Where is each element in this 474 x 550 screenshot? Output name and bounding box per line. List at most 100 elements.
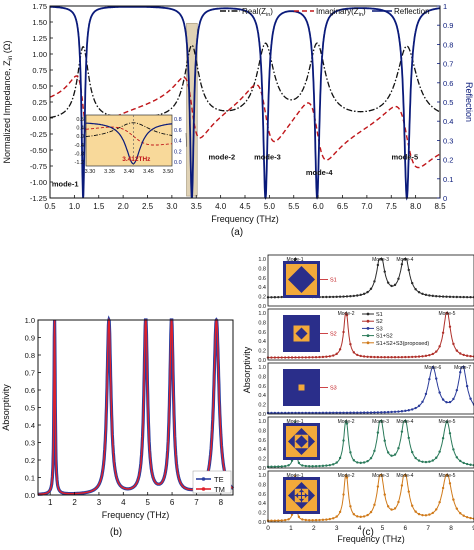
- x-tick-label: 5.5: [288, 202, 300, 211]
- panel-b: 1 2 3 4 5 6 7 8 0.0 0.1 0.2 0.3 0.4 0.5 0.6 0.7 0.8 0.9 1.…: [1, 315, 235, 538]
- series-marker: [448, 432, 452, 435]
- inset-x-tick-label: 3.40: [124, 169, 135, 175]
- inset-y-tick-label-right: 0.4: [174, 139, 182, 145]
- series-marker: [273, 296, 277, 299]
- series-marker: [325, 464, 328, 467]
- y-tick-label-right: 0: [443, 194, 447, 203]
- series-marker: [273, 411, 277, 415]
- series-marker: [304, 356, 307, 359]
- series-marker: [328, 463, 331, 467]
- series-marker: [441, 331, 445, 334]
- series-marker: [325, 295, 328, 299]
- x-tick-label-b: 2: [72, 498, 77, 507]
- mode-label-c: Mode-2: [338, 473, 355, 479]
- y-tick-label-left: -0.25: [30, 130, 47, 139]
- series-marker: [287, 411, 290, 415]
- series-marker: [332, 295, 335, 299]
- x-tick-label-b: 8: [219, 498, 224, 507]
- y-axis-label-c: Absorptivity: [242, 346, 252, 393]
- series-marker: [428, 353, 431, 357]
- series-marker: [308, 411, 311, 415]
- series-marker: [390, 508, 393, 511]
- series-marker: [352, 351, 356, 354]
- series-marker: [380, 473, 383, 477]
- series-marker: [277, 356, 280, 359]
- y-label-sub: in: [8, 56, 14, 61]
- series-marker: [438, 391, 441, 394]
- series-marker: [417, 291, 421, 294]
- series-marker: [359, 515, 362, 519]
- series-marker: [459, 371, 462, 374]
- series-marker: [362, 292, 366, 296]
- y-tick-label-right: 0.7: [443, 60, 453, 69]
- series-marker: [280, 356, 283, 359]
- series-marker: [414, 406, 417, 410]
- series-marker: [393, 410, 397, 413]
- legend-marker-c: [366, 319, 370, 323]
- series-marker: [352, 294, 356, 298]
- series-marker: [455, 507, 459, 510]
- x-tick-label-c: 8: [449, 525, 453, 532]
- series-marker: [376, 263, 380, 267]
- series-marker: [297, 461, 301, 465]
- series-marker: [359, 354, 362, 358]
- mode-label-c: Mode-3: [372, 257, 389, 263]
- series-marker: [356, 294, 359, 297]
- series-marker: [383, 270, 386, 273]
- inset: 3.412THz 3.30 3.35 3.40 3.45 3.50 0.8 0.4 0.0 -0.…: [75, 114, 187, 175]
- inset-y-tick-label-left: -0.4: [75, 143, 84, 149]
- series-marker: [386, 356, 390, 359]
- inset-x-tick-label: 3.35: [104, 169, 115, 175]
- x-tick-label: 7.0: [361, 202, 373, 211]
- unit-cell-label: S3: [330, 386, 337, 392]
- series-marker: [424, 460, 428, 464]
- inset-y-tick-label-left: -0.8: [75, 151, 84, 157]
- x-tick-label: 3.0: [166, 202, 178, 211]
- y-tick-label-left: -0.75: [30, 162, 47, 171]
- series-marker: [445, 420, 448, 424]
- subplot-4: 0.0 0.2 0.4 0.6 0.8 1.0 Mode-1 Mode-2 Mode-3 Mode…: [258, 416, 474, 472]
- series-marker: [308, 518, 311, 522]
- y-tick-label-b: 0.9: [25, 334, 35, 343]
- unit-cell-diamond: [295, 327, 308, 340]
- series-marker: [397, 355, 400, 359]
- series-marker: [290, 513, 294, 516]
- series-marker: [338, 295, 342, 298]
- series-marker: [297, 515, 301, 519]
- tm-line: [38, 317, 234, 495]
- x-tick-label-b: 7: [194, 498, 199, 507]
- series-marker: [386, 451, 390, 454]
- series-marker: [417, 404, 421, 408]
- series-marker: [277, 519, 280, 522]
- series-marker: [359, 293, 362, 297]
- series-marker: [345, 422, 349, 425]
- series-marker: [366, 513, 369, 517]
- series-marker: [311, 356, 314, 359]
- series-marker: [390, 356, 393, 359]
- series-marker: [397, 446, 400, 450]
- series-marker: [390, 454, 393, 457]
- series-marker: [297, 356, 301, 359]
- y-axis-label-left: Normalized Impedance, Zin (Ω): [2, 41, 14, 164]
- inset-imag-line: [85, 126, 173, 146]
- inset-y-tick-label-right: 0.2: [174, 149, 182, 155]
- series-marker: [441, 295, 445, 298]
- y-tick-label-b: 0.5: [25, 404, 35, 413]
- y-tick-label-c: 0.8: [258, 320, 266, 326]
- series-marker: [294, 411, 297, 415]
- series-marker: [445, 311, 448, 315]
- inset-y-tick-label-left: 0.0: [76, 134, 84, 140]
- series-marker: [325, 355, 328, 358]
- series-marker: [352, 411, 356, 414]
- series-marker: [421, 460, 424, 463]
- series-marker: [469, 397, 472, 400]
- series-marker: [325, 411, 328, 415]
- mode-label: mode-2: [209, 153, 236, 162]
- series-marker: [318, 355, 321, 359]
- legend-label: Imaginary(Zin): [316, 7, 366, 18]
- x-tick-label: 3.5: [191, 202, 203, 211]
- inset-reflection-line: [85, 122, 173, 165]
- series-marker: [383, 356, 386, 359]
